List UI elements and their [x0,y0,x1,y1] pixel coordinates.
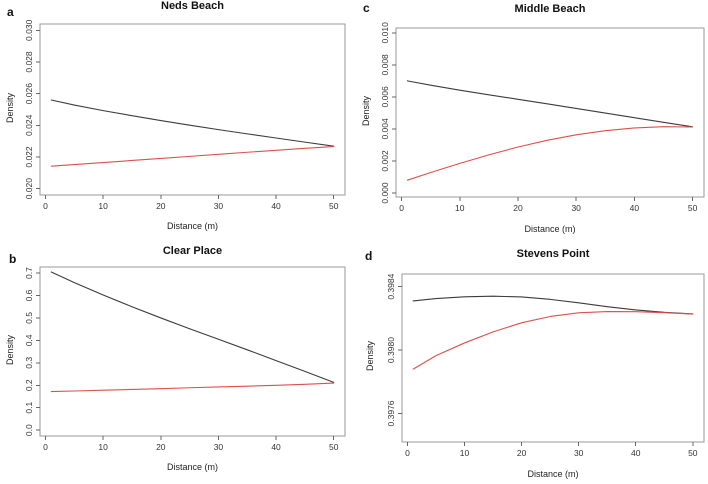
svg-text:0.2: 0.2 [24,379,34,391]
svg-text:0.008: 0.008 [380,54,390,76]
panel-title: Stevens Point [516,248,590,260]
svg-text:0: 0 [399,203,404,213]
svg-text:20: 20 [513,203,523,213]
svg-text:0.000: 0.000 [380,182,390,204]
svg-text:0.022: 0.022 [24,146,34,168]
svg-text:10: 10 [460,448,470,458]
svg-text:0.1: 0.1 [24,402,34,414]
plot-area-stevens-point: 0 10 20 30 40 50 0.3976 0.3980 0.3984 [386,273,705,458]
svg-text:50: 50 [329,201,339,211]
svg-text:0.002: 0.002 [380,150,390,172]
plot-area-middle-beach: 0 10 20 30 40 50 0.000 0.002 0.004 0.006 0.008 0.01… [380,22,705,213]
svg-text:20: 20 [156,201,166,211]
x-axis-label: Distance (m) [166,462,218,472]
panel-clear-place: b Clear Place Density 0 10 20 30 40 50 0.0 0.1 0… [0,242,354,484]
svg-text:0.3976: 0.3976 [386,400,396,426]
panel-title: Clear Place [162,245,223,257]
svg-text:0.3980: 0.3980 [386,337,396,363]
panel-stevens-point: d Stevens Point Density 0 10 20 30 40 50 0.397… [354,242,708,484]
svg-text:40: 40 [271,442,281,452]
svg-text:20: 20 [517,448,527,458]
svg-text:30: 30 [214,201,224,211]
panel-neds-beach: a Neds Beach Density 0 10 20 30 40 50 0.020 0.0… [0,0,354,242]
plot-area-clear-place: 0 10 20 30 40 50 0.0 0.1 0.2 0.3 0.4 0.5 0.6 0.7 [24,266,346,452]
svg-text:0.0: 0.0 [24,424,34,436]
svg-text:0.004: 0.004 [380,118,390,140]
x-axis-label: Distance (m) [527,469,579,479]
svg-text:50: 50 [329,442,339,452]
svg-text:0.028: 0.028 [24,51,34,73]
svg-text:30: 30 [571,203,581,213]
svg-text:50: 50 [688,448,698,458]
svg-text:20: 20 [156,442,166,452]
svg-text:50: 50 [688,203,698,213]
svg-text:0.7: 0.7 [24,267,34,279]
panel-letter: d [365,249,373,263]
svg-text:0.3: 0.3 [24,357,34,369]
panel-middle-beach: c Middle Beach Density 0 10 20 30 40 50 0.000 0… [354,0,708,242]
svg-text:40: 40 [631,448,641,458]
x-axis-label: Distance (m) [524,224,576,234]
svg-text:40: 40 [630,203,640,213]
svg-text:30: 30 [214,442,224,452]
svg-text:0.6: 0.6 [24,289,34,301]
svg-text:10: 10 [98,442,108,452]
svg-text:0.5: 0.5 [24,312,34,324]
svg-text:0.020: 0.020 [24,178,34,200]
svg-text:0.010: 0.010 [380,22,390,44]
svg-text:40: 40 [271,201,281,211]
svg-text:0.006: 0.006 [380,86,390,108]
svg-text:0.4: 0.4 [24,334,34,346]
panel-title: Neds Beach [161,0,224,12]
panel-letter: c [363,1,370,15]
panel-title: Middle Beach [514,3,586,15]
svg-text:10: 10 [98,201,108,211]
x-axis-label: Distance (m) [166,221,218,231]
svg-text:30: 30 [574,448,584,458]
svg-text:0: 0 [43,442,48,452]
svg-text:0.3984: 0.3984 [386,273,396,299]
panel-letter: b [9,252,17,266]
svg-text:10: 10 [455,203,465,213]
panel-letter: a [7,5,14,19]
svg-text:0.030: 0.030 [24,19,34,41]
svg-text:0: 0 [405,448,410,458]
svg-text:0.026: 0.026 [24,83,34,105]
plot-area-neds-beach: 0 10 20 30 40 50 0.020 0.022 0.024 0.026 0.028 0.03… [24,19,346,211]
svg-text:0.024: 0.024 [24,114,34,136]
svg-text:0: 0 [43,201,48,211]
